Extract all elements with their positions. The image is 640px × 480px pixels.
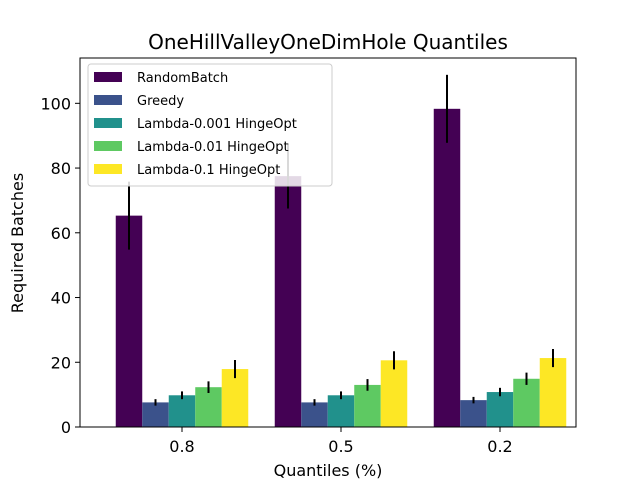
bar — [195, 387, 222, 427]
y-tick-label: 60 — [51, 224, 71, 243]
bar — [433, 108, 461, 427]
plot-frame — [79, 57, 577, 428]
bar — [274, 176, 302, 427]
x-tick-label: 0.8 — [169, 437, 194, 456]
y-tick-label: 20 — [51, 353, 71, 372]
legend-label: Greedy — [137, 94, 184, 109]
legend-swatch — [94, 72, 122, 82]
legend-swatch — [94, 141, 122, 151]
legend-swatch — [94, 95, 122, 105]
bar — [539, 358, 567, 427]
bar — [115, 215, 143, 427]
bar — [380, 360, 408, 427]
x-tick-label: 0.5 — [328, 437, 353, 456]
bar — [142, 402, 169, 427]
bar — [354, 384, 381, 427]
bar — [486, 392, 514, 427]
y-tick-label: 100 — [40, 94, 71, 113]
y-axis-title: Required Batches — [8, 173, 27, 313]
legend-label: Lambda-0.1 HingeOpt — [137, 163, 280, 178]
bars-group — [115, 108, 567, 427]
legend: RandomBatch Greedy Lambda-0.001 HingeOpt La… — [87, 63, 333, 187]
bar — [301, 402, 328, 427]
legend-label: RandomBatch — [137, 71, 228, 86]
bar — [460, 400, 487, 427]
y-axis: 0 20 40 60 80 100 — [40, 94, 80, 437]
x-tick-label: 0.2 — [487, 437, 512, 456]
bar — [168, 395, 196, 427]
legend-label: Lambda-0.01 HingeOpt — [137, 140, 289, 155]
legend-frame — [87, 63, 333, 187]
legend-swatch — [94, 164, 122, 174]
bar — [513, 378, 540, 427]
chart-title: OneHillValleyOneDimHole Quantiles — [148, 30, 508, 54]
x-axis-title: Quantiles (%) — [274, 461, 383, 480]
legend-label: Lambda-0.001 HingeOpt — [137, 117, 297, 132]
y-tick-label: 80 — [51, 159, 71, 178]
y-tick-label: 0 — [61, 418, 71, 437]
x-axis: 0.8 0.5 0.2 — [169, 427, 513, 456]
bar — [221, 369, 249, 427]
legend-swatch — [94, 118, 122, 128]
bar — [327, 395, 355, 427]
y-tick-label: 40 — [51, 289, 71, 308]
